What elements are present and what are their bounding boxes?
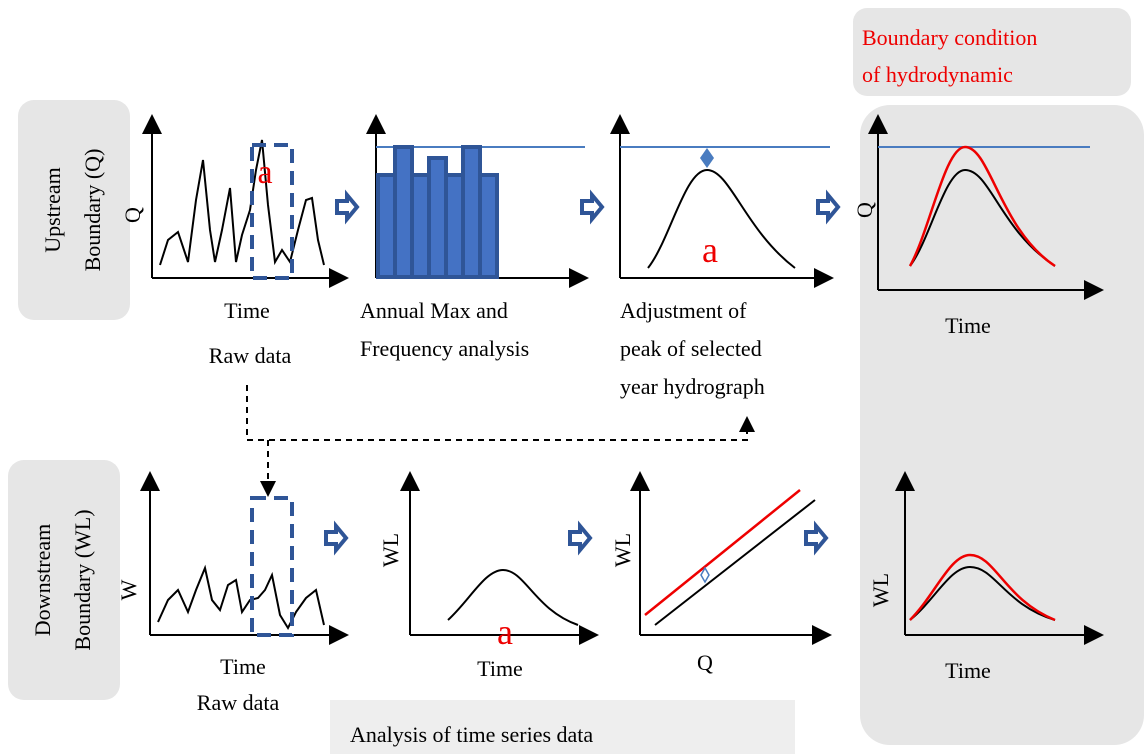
row-label-box (8, 460, 120, 700)
row-label: Upstream (40, 167, 65, 253)
output-box (860, 105, 1144, 745)
caption: Raw data (197, 690, 280, 715)
footer-box (330, 700, 795, 754)
caption: Frequency analysis (360, 336, 529, 361)
caption: Annual Max and (360, 298, 508, 323)
x-label: Time (945, 658, 991, 683)
x-label: Q (697, 650, 713, 675)
y-label: Q (852, 202, 877, 218)
caption: year hydrograph (620, 374, 765, 399)
header-box (853, 8, 1131, 96)
x-label: Time (220, 654, 266, 679)
y-label: Q (120, 207, 145, 223)
panel: a Adjustment of peak of selected year hy… (610, 114, 834, 399)
marker: a (257, 154, 272, 191)
y-label: WL (610, 533, 635, 567)
row-label: Boundary (Q) (80, 149, 105, 272)
row-label: Downstream (30, 524, 55, 636)
header-title: of hydrodynamic (862, 62, 1013, 87)
marker: a (702, 230, 718, 270)
panel: a Q Time Raw data (120, 114, 349, 368)
header-title: Boundary condition (862, 25, 1037, 50)
caption: Raw data (209, 343, 292, 368)
marker: a (497, 612, 513, 652)
x-label: Time (945, 313, 991, 338)
caption: peak of selected (620, 336, 762, 361)
panel: Annual Max and Frequency analysis (360, 114, 589, 361)
panel: Q Time (852, 114, 1104, 338)
row-label: Boundary (WL) (70, 509, 95, 650)
x-label: Time (477, 656, 523, 681)
y-label: WL (378, 533, 403, 567)
x-label: Time (224, 298, 270, 323)
y-label: W (116, 579, 141, 600)
caption: Adjustment of (620, 298, 747, 323)
panel: WL Time (868, 471, 1104, 683)
y-label: WL (868, 573, 893, 607)
panel: a WL Time (378, 471, 599, 681)
row-label-box (18, 100, 130, 320)
panel: W Time Raw data (116, 471, 349, 715)
panel: WL Q (610, 471, 832, 675)
footer-label: Analysis of time series data (350, 722, 593, 747)
